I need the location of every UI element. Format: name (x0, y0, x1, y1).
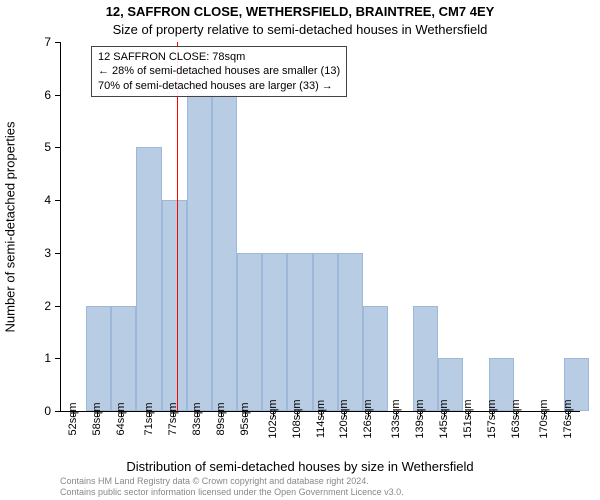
y-tick (55, 95, 61, 96)
x-tick-label: 176sqm (562, 399, 574, 438)
histogram-bar (262, 253, 287, 411)
x-tick-label: 52sqm (67, 402, 79, 435)
histogram-bar (313, 253, 338, 411)
x-tick-label: 95sqm (239, 402, 251, 435)
annotation-line-2: ← 28% of semi-detached houses are smalle… (98, 64, 340, 78)
title-sub: Size of property relative to semi-detach… (0, 22, 600, 37)
x-tick-label: 157sqm (486, 399, 498, 438)
x-tick-label: 64sqm (115, 402, 127, 435)
x-tick-label: 120sqm (338, 399, 350, 438)
x-tick-label: 145sqm (438, 399, 450, 438)
annotation-line-1: 12 SAFFRON CLOSE: 78sqm (98, 50, 340, 64)
histogram-bar (136, 147, 161, 411)
x-tick-label: 139sqm (414, 399, 426, 438)
y-tick (55, 200, 61, 201)
y-tick (55, 411, 61, 412)
y-axis-label: Number of semi-detached properties (3, 122, 18, 333)
y-tick (55, 306, 61, 307)
histogram-bar (187, 95, 212, 411)
y-tick-label: 3 (44, 246, 51, 260)
x-tick-label: 114sqm (315, 400, 327, 438)
histogram-bar (111, 306, 136, 411)
x-tick-label: 133sqm (390, 399, 402, 438)
y-tick (55, 253, 61, 254)
y-tick-label: 4 (44, 193, 51, 207)
histogram-bar (338, 253, 363, 411)
property-marker-line (177, 42, 179, 411)
title-main: 12, SAFFRON CLOSE, WETHERSFIELD, BRAINTR… (0, 4, 600, 19)
x-tick-label: 163sqm (510, 399, 522, 438)
footer-line-1: Contains HM Land Registry data © Crown c… (60, 476, 404, 487)
histogram-bar (363, 306, 388, 411)
x-tick-label: 102sqm (267, 399, 279, 438)
x-tick-label: 83sqm (191, 402, 203, 435)
x-tick-label: 151sqm (462, 399, 474, 438)
x-tick-label: 77sqm (167, 402, 179, 435)
annotation-box: 12 SAFFRON CLOSE: 78sqm← 28% of semi-det… (91, 46, 347, 97)
x-axis-label: Distribution of semi-detached houses by … (0, 459, 600, 474)
x-tick-label: 58sqm (91, 402, 103, 435)
y-tick-label: 2 (44, 299, 51, 313)
y-tick-label: 1 (44, 351, 51, 365)
x-tick-label: 170sqm (538, 399, 550, 438)
x-tick-label: 71sqm (143, 402, 155, 435)
y-tick-label: 5 (44, 140, 51, 154)
y-tick-label: 7 (44, 35, 51, 49)
footer-line-2: Contains public sector information licen… (60, 487, 404, 498)
histogram-bar (413, 306, 438, 411)
histogram-bar (287, 253, 312, 411)
x-tick-label: 126sqm (362, 399, 374, 438)
histogram-bar (237, 253, 262, 411)
histogram-plot: 0123456752sqm58sqm64sqm71sqm77sqm83sqm89… (60, 42, 580, 412)
annotation-line-3: 70% of semi-detached houses are larger (… (98, 79, 340, 93)
histogram-bar (86, 306, 111, 411)
histogram-bar (212, 95, 237, 411)
y-tick (55, 147, 61, 148)
y-tick (55, 358, 61, 359)
histogram-bar (162, 200, 187, 411)
footer-credits: Contains HM Land Registry data © Crown c… (60, 476, 404, 498)
y-tick-label: 0 (44, 404, 51, 418)
x-tick-label: 108sqm (291, 399, 303, 438)
y-tick (55, 42, 61, 43)
x-tick-label: 89sqm (215, 402, 227, 435)
y-tick-label: 6 (44, 88, 51, 102)
